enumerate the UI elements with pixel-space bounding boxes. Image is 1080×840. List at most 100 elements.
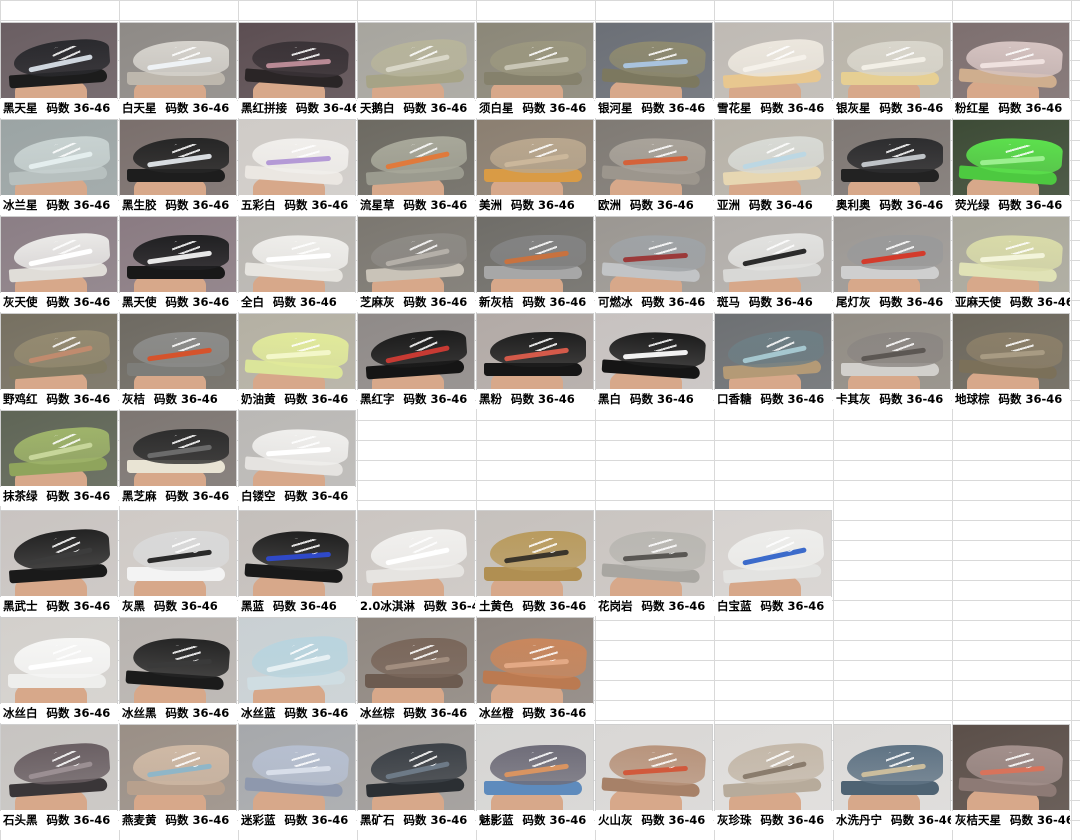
product-name: 卡其灰 [836, 392, 871, 406]
product-card[interactable]: 黑红拼接 码数 36-46 [238, 22, 356, 118]
sneaker [244, 634, 349, 692]
product-card[interactable]: 灰桔 码数 36-46 [119, 313, 237, 409]
product-card[interactable]: 冰丝白 码数 36-46 [0, 617, 118, 723]
product-card[interactable]: 野鸡红 码数 36-46 [0, 313, 118, 409]
sneaker [840, 235, 944, 279]
product-card[interactable]: 五彩白 码数 36-46 [238, 119, 356, 215]
sneaker [126, 41, 230, 85]
laces [291, 46, 321, 62]
product-card[interactable]: 雪花星 码数 36-46 [714, 22, 832, 118]
product-card[interactable]: 抹茶绿 码数 36-46 [0, 410, 118, 506]
product-caption: 亚麻天使 码数 36-46 [952, 293, 1070, 312]
size-range: 码数 36-46 [273, 295, 337, 309]
product-card[interactable]: 黑蓝 码数 36-46 [238, 510, 356, 616]
product-card[interactable]: 石头黑 码数 36-46 [0, 724, 118, 830]
product-card[interactable]: 火山灰 码数 36-46 [595, 724, 713, 830]
product-card[interactable]: 黑生胶 码数 36-46 [119, 119, 237, 215]
product-caption: 灰桔天星 码数 36-46 [952, 811, 1070, 830]
product-card[interactable]: 黑天使 码数 36-46 [119, 216, 237, 312]
product-card[interactable]: 冰丝蓝 码数 36-46 [238, 617, 356, 723]
laces [291, 143, 321, 159]
laces [648, 537, 678, 555]
sneaker [244, 528, 350, 584]
sneaker [126, 138, 230, 182]
product-card[interactable]: 地球棕 码数 36-46 [952, 313, 1070, 409]
product-card[interactable]: 冰丝棕 码数 36-46 [357, 617, 475, 723]
product-card[interactable]: 花岗岩 码数 36-46 [595, 510, 713, 616]
product-card[interactable]: 银灰星 码数 36-46 [833, 22, 951, 118]
size-range: 码数 36-46 [273, 599, 337, 613]
product-card[interactable]: 亚洲 码数 36-46 [714, 119, 832, 215]
product-card[interactable]: 新灰桔 码数 36-46 [476, 216, 594, 312]
product-card[interactable]: 流星草 码数 36-46 [357, 119, 475, 215]
product-card[interactable]: 芝麻灰 码数 36-46 [357, 216, 475, 312]
product-card[interactable]: 灰天使 码数 36-46 [0, 216, 118, 312]
product-card[interactable]: 白宝蓝 码数 36-46 [714, 510, 832, 616]
sneaker [721, 231, 826, 283]
product-card[interactable]: 燕麦黄 码数 36-46 [119, 724, 237, 830]
product-card[interactable]: 口香糖 码数 36-46 [714, 313, 832, 409]
laces [765, 239, 796, 255]
product-card[interactable]: 可燃冰 码数 36-46 [595, 216, 713, 312]
product-card[interactable]: 灰桔天星 码数 36-46 [952, 724, 1070, 830]
laces [885, 47, 915, 61]
sneaker-sole [364, 673, 463, 688]
product-card[interactable]: 黑矿石 码数 36-46 [357, 724, 475, 830]
size-range: 码数 36-46 [630, 198, 694, 212]
product-card[interactable]: 奥利奥 码数 36-46 [833, 119, 951, 215]
size-range: 码数 36-46 [511, 198, 575, 212]
product-card[interactable]: 荧光绿 码数 36-46 [952, 119, 1070, 215]
product-card[interactable]: 黑芝麻 码数 36-46 [119, 410, 237, 506]
product-card[interactable]: 银河星 码数 36-46 [595, 22, 713, 118]
product-card[interactable]: 全白 码数 36-46 [238, 216, 356, 312]
sneaker [958, 328, 1064, 379]
product-card[interactable]: 冰丝橙 码数 36-46 [476, 617, 594, 723]
product-card[interactable]: 冰兰星 码数 36-46 [0, 119, 118, 215]
product-name: 雪花星 [717, 101, 752, 115]
product-card[interactable]: 黑白 码数 36-46 [595, 313, 713, 409]
product-name: 黑武士 [3, 599, 38, 613]
product-card[interactable]: 须白星 码数 36-46 [476, 22, 594, 118]
size-range: 码数 36-46 [165, 101, 230, 115]
product-card[interactable]: 亚麻天使 码数 36-46 [952, 216, 1070, 312]
product-card[interactable]: 美洲 码数 36-46 [476, 119, 594, 215]
product-card[interactable]: 黑粉 码数 36-46 [476, 313, 594, 409]
product-card[interactable]: 冰丝黑 码数 36-46 [119, 617, 237, 723]
product-card[interactable]: 奶油黄 码数 36-46 [238, 313, 356, 409]
product-card[interactable]: 黑武士 码数 36-46 [0, 510, 118, 616]
product-card[interactable]: 欧洲 码数 36-46 [595, 119, 713, 215]
product-caption: 石头黑 码数 36-46 [0, 811, 118, 830]
product-caption: 芝麻灰 码数 36-46 [357, 293, 475, 312]
laces [528, 47, 558, 61]
product-card[interactable]: 卡其灰 码数 36-46 [833, 313, 951, 409]
product-card[interactable]: 灰黑 码数 36-46 [119, 510, 237, 616]
product-card[interactable]: 水洗丹宁 码数 36-46 [833, 724, 951, 830]
product-card[interactable]: 灰珍珠 码数 36-46 [714, 724, 832, 830]
sneaker-sole [483, 566, 582, 581]
product-name: 灰珍珠 [717, 813, 752, 827]
product-caption: 全白 码数 36-46 [238, 293, 356, 312]
product-card[interactable]: 黑红字 码数 36-46 [357, 313, 475, 409]
product-caption: 黑粉 码数 36-46 [476, 390, 594, 409]
product-caption: 口香糖 码数 36-46 [714, 390, 832, 409]
size-range: 码数 36-46 [760, 392, 825, 406]
product-caption: 冰兰星 码数 36-46 [0, 196, 118, 215]
product-card[interactable]: 天鹅白 码数 36-46 [357, 22, 475, 118]
product-card[interactable]: 斑马 码数 36-46 [714, 216, 832, 312]
product-photo [1, 23, 117, 98]
product-caption: 奥利奥 码数 36-46 [833, 196, 951, 215]
product-card[interactable]: 粉红星 码数 36-46 [952, 22, 1070, 118]
product-card[interactable]: 白镂空 码数 36-46 [238, 410, 356, 506]
product-photo [120, 618, 236, 703]
product-card[interactable]: 黑天星 码数 36-46 [0, 22, 118, 118]
product-card[interactable]: 迷彩蓝 码数 36-46 [238, 724, 356, 830]
product-photo [477, 120, 593, 195]
product-photo [120, 725, 236, 810]
size-range: 码数 36-46 [165, 706, 230, 720]
product-name: 灰桔天星 [955, 813, 1001, 827]
product-card[interactable]: 白天星 码数 36-46 [119, 22, 237, 118]
product-card[interactable]: 魅影蓝 码数 36-46 [476, 724, 594, 830]
product-card[interactable]: 土黄色 码数 36-46 [476, 510, 594, 616]
product-card[interactable]: 尾灯灰 码数 36-46 [833, 216, 951, 312]
